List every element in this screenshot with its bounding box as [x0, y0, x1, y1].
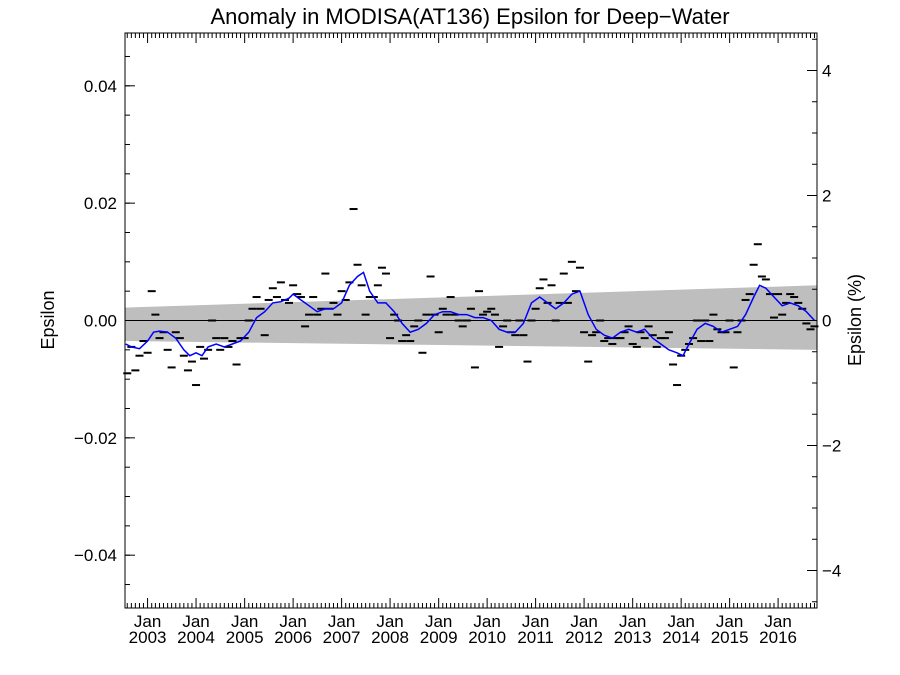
x-tick-year-label: 2003 [129, 628, 167, 647]
x-tick-month-label: Jan [328, 612, 355, 631]
x-tick-year-label: 2015 [711, 628, 749, 647]
x-tick-year-label: 2006 [274, 628, 312, 647]
x-tick-month-label: Jan [231, 612, 258, 631]
x-tick-month-label: Jan [570, 612, 597, 631]
y-tick-label: −0.02 [74, 429, 117, 448]
smoothed-line [125, 271, 816, 357]
x-tick-year-label: 2009 [420, 628, 458, 647]
uncertainty-band [125, 285, 817, 350]
x-tick-year-label: 2008 [371, 628, 409, 647]
y2-tick-label: 2 [822, 187, 831, 206]
x-tick-year-label: 2007 [323, 628, 361, 647]
x-tick-month-label: Jan [619, 612, 646, 631]
x-tick-month-label: Jan [425, 612, 452, 631]
y2-tick-label: −2 [822, 437, 841, 456]
x-tick-month-label: Jan [182, 612, 209, 631]
y2-tick-label: 0 [822, 312, 831, 331]
x-tick-month-label: Jan [473, 612, 500, 631]
y-tick-label: 0.04 [84, 77, 117, 96]
y-tick-label: 0.00 [84, 312, 117, 331]
chart-title: Anomaly in MODISA(AT136) Epsilon for Dee… [210, 4, 729, 29]
plot-area: −0.04−0.020.000.020.04−4−2024Jan2003Jan2… [74, 32, 841, 647]
x-tick-month-label: Jan [667, 612, 694, 631]
y-axis-label: Epsilon [38, 290, 58, 349]
y2-axis-label: Epsilon (%) [845, 274, 865, 366]
x-tick-year-label: 2013 [614, 628, 652, 647]
x-tick-month-label: Jan [279, 612, 306, 631]
y-tick-label: −0.04 [74, 546, 117, 565]
y2-tick-label: −4 [822, 562, 841, 581]
x-tick-year-label: 2016 [759, 628, 797, 647]
x-tick-year-label: 2011 [517, 628, 554, 647]
x-tick-month-label: Jan [522, 612, 549, 631]
x-tick-year-label: 2010 [468, 628, 506, 647]
x-tick-month-label: Jan [134, 612, 161, 631]
y-tick-label: 0.02 [84, 194, 117, 213]
x-tick-year-label: 2012 [565, 628, 603, 647]
x-tick-month-label: Jan [376, 612, 403, 631]
y2-tick-label: 4 [822, 62, 831, 81]
x-tick-month-label: Jan [716, 612, 743, 631]
x-tick-year-label: 2005 [226, 628, 264, 647]
x-tick-month-label: Jan [764, 612, 791, 631]
x-tick-year-label: 2014 [662, 628, 700, 647]
x-tick-year-label: 2004 [177, 628, 215, 647]
